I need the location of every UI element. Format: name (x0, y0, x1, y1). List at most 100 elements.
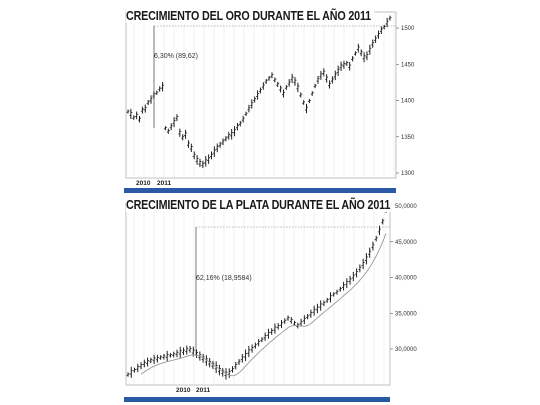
ohlc-bar (322, 68, 326, 77)
ohlc-bar (345, 278, 349, 289)
ohlc-bar (319, 300, 323, 311)
ohlc-bar (247, 346, 251, 358)
ohlc-bar (140, 106, 144, 114)
ohlc-bar (379, 26, 383, 34)
ohlc-bar (133, 367, 137, 373)
ohlc-bar (263, 332, 267, 341)
ohlc-bar (238, 120, 242, 127)
y-tick-label: 50,0000 (395, 204, 417, 210)
ohlc-bar (286, 315, 290, 321)
silver-chart-title: CRECIMIENTO DE LA PLATA DURANTE EL AÑO 2… (126, 198, 394, 212)
ohlc-bar (195, 349, 199, 359)
ohlc-bar (261, 82, 265, 90)
ohlc-bar (221, 368, 225, 377)
ohlc-bar (163, 126, 167, 131)
ohlc-bar (364, 252, 368, 265)
ohlc-bar (258, 87, 262, 94)
ohlc-bar (162, 353, 166, 360)
ohlc-bar (201, 160, 205, 169)
ohlc-bar (267, 76, 271, 81)
gold-year-label: 2010 (136, 180, 151, 187)
ohlc-bar (149, 357, 153, 364)
ohlc-bar (296, 82, 300, 93)
ohlc-bar (189, 143, 193, 153)
ohlc-bar (273, 323, 277, 334)
ohlc-bar (328, 80, 332, 89)
y-tick-label: 45,0000 (395, 240, 417, 246)
ohlc-bar (184, 129, 188, 139)
ohlc-bar (368, 247, 372, 258)
ohlc-bar (247, 104, 251, 113)
ohlc-bar (330, 76, 334, 84)
ohlc-bar (287, 79, 291, 87)
ohlc-bar (240, 353, 244, 363)
ohlc-bar (333, 70, 337, 81)
ohlc-bar (336, 65, 340, 77)
ohlc-bar (169, 123, 173, 131)
ohlc-bar (270, 72, 274, 79)
ohlc-bar (250, 344, 254, 353)
y-tick-label: 35,0000 (395, 311, 417, 317)
ohlc-bar (165, 350, 169, 362)
ohlc-bar (172, 351, 176, 358)
ohlc-bar (192, 151, 196, 160)
ohlc-bar (374, 35, 378, 43)
ohlc-bar (279, 85, 283, 93)
ohlc-bar (371, 39, 375, 48)
ohlc-bar (276, 323, 280, 330)
ohlc-bar (152, 354, 156, 364)
ohlc-bar (351, 56, 355, 62)
ohlc-bar (138, 115, 142, 123)
ohlc-bar (188, 345, 192, 353)
ohlc-bar (212, 146, 216, 157)
ohlc-bar (135, 111, 139, 120)
ohlc-bar (129, 366, 133, 378)
ohlc-bar (359, 49, 363, 57)
ohlc-bar (253, 342, 257, 349)
ohlc-bar (338, 286, 342, 292)
y-tick-label: 30,0000 (395, 347, 417, 353)
ohlc-bar (388, 15, 392, 21)
ohlc-bar (172, 117, 176, 128)
bottom-bar (124, 397, 390, 402)
ohlc-bar (143, 104, 147, 113)
ohlc-bar (377, 225, 381, 236)
ohlc-bar (368, 44, 372, 55)
ohlc-bar (166, 128, 170, 134)
ohlc-bar (279, 320, 283, 329)
ohlc-bar (146, 357, 150, 367)
ohlc-bar (175, 349, 179, 358)
silver-year-label: 2010 (176, 387, 191, 394)
ohlc-bar (348, 275, 352, 285)
ohlc-bar (302, 315, 306, 324)
ohlc-bar (129, 108, 133, 119)
ohlc-bar (142, 359, 146, 368)
y-tick-label: 1500 (401, 26, 415, 32)
ohlc-bar (207, 154, 211, 164)
ohlc-bar (306, 314, 310, 320)
ohlc-bar (237, 359, 241, 365)
ohlc-bar (186, 140, 190, 148)
ohlc-bar (335, 289, 339, 295)
ohlc-bar (313, 83, 317, 89)
ohlc-bar (266, 328, 270, 339)
ohlc-bar (224, 136, 228, 142)
ohlc-bar (381, 218, 385, 225)
ohlc-bar (253, 96, 257, 103)
ohlc-bar (355, 268, 359, 278)
ohlc-bar (230, 128, 234, 140)
gold-chart-plot: 1500 1450 1400 1350 1300 (124, 11, 415, 193)
ohlc-bar (365, 51, 369, 61)
ohlc-bar (132, 115, 136, 120)
ohlc-bar (244, 349, 248, 362)
y-tick-label: 1450 (401, 62, 415, 68)
ohlc-bar (126, 109, 130, 114)
ohlc-bar (316, 75, 320, 84)
ohlc-bar (161, 81, 165, 92)
gold-chart: 1500 1450 1400 1350 1300 CRECIMIENTO DEL ORO… (124, 8, 419, 193)
ohlc-bar (325, 297, 329, 303)
ohlc-bar (305, 103, 309, 114)
ohlc-bar (315, 303, 319, 314)
ohlc-bar (351, 271, 355, 282)
ohlc-bar (168, 353, 172, 358)
